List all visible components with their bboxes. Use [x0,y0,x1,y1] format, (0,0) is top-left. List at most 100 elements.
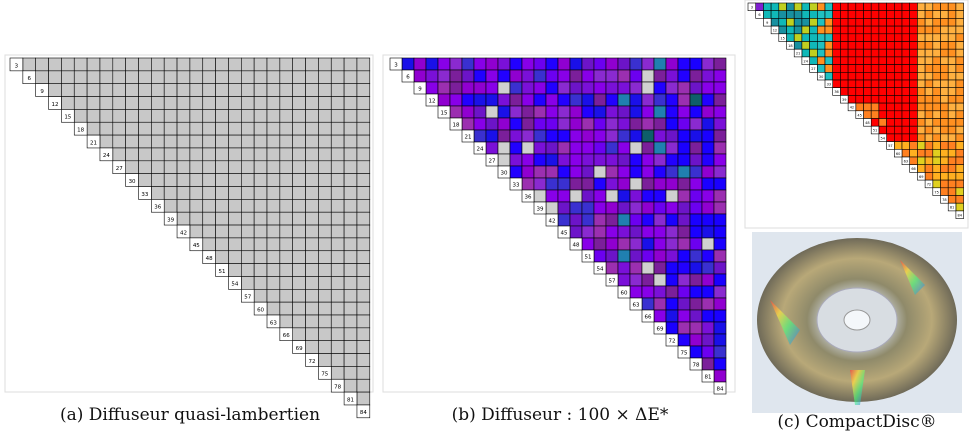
a-cell [189,147,204,162]
b-cell [605,105,619,119]
a-cell [202,121,216,136]
a-cell [73,96,88,110]
c-cell [886,87,895,96]
a-cell [292,199,306,213]
c-cell [932,48,941,58]
c-cell [917,133,926,142]
a-cell [279,173,294,187]
c-diag-cell [793,48,803,58]
a-cell [138,160,152,174]
c-cell [917,87,926,96]
diagonal-label: 51 [219,269,226,275]
a-cell [176,83,191,97]
b-cell [605,237,619,251]
c-cell [940,18,949,27]
c-cell [886,125,895,135]
b-cell [485,141,499,155]
a-cell [356,276,371,290]
b-cell [677,105,691,119]
a-cell [279,134,294,149]
a-cell [330,263,345,277]
b-diag-cell [641,309,655,323]
b-cell [545,117,559,131]
a-cell [305,134,319,149]
a-cell [61,83,75,97]
b-cell [677,165,691,179]
a-cell [343,96,358,110]
c-cell [924,41,934,50]
diagonal-label: 51 [585,255,592,261]
c-cell [940,41,949,50]
a-cell [318,147,332,162]
a-cell [343,250,358,264]
c-cell [955,125,964,135]
a-cell [292,263,306,277]
diagonal-label: 75 [934,190,938,194]
b-cell [581,225,595,239]
c-diag-cell [840,95,849,104]
b-cell [617,273,631,287]
b-cell [545,141,559,155]
diagonal-label: 63 [270,320,277,326]
b-cell [581,141,595,155]
b-cell [473,93,487,107]
c-cell [847,25,857,35]
a-cell [176,109,191,123]
c-cell [893,2,903,11]
c-cell [863,102,872,112]
c-cell [901,48,910,58]
a-cell [343,224,358,239]
a-diag-cell [279,327,294,342]
c-cell [878,33,887,42]
a-cell [292,314,306,329]
b-cell [641,273,655,287]
c-cell [947,141,957,150]
a-cell [305,301,319,316]
a-cell [86,96,101,110]
c-cell [947,72,957,81]
b-cell [653,165,667,179]
a-cell [292,327,306,342]
b-diag-cell [461,129,475,143]
a-cell [86,121,101,136]
c-cell [878,125,887,135]
a-cell [279,57,294,72]
c-cell [917,25,926,35]
c-cell [832,48,841,58]
a-cell [189,83,204,97]
a-cell [330,224,345,239]
b-cell [617,117,631,131]
b-cell [557,117,571,131]
c-cell [940,95,949,104]
a-cell [292,83,306,97]
b-cell [701,249,715,263]
c-cell [955,110,964,119]
a-cell [241,57,255,72]
b-cell [641,69,655,83]
b-cell [521,177,535,191]
c-cell [855,79,864,88]
a-cell [356,366,371,380]
b-cell [557,165,571,179]
b-cell [653,237,667,251]
b-cell [665,105,679,119]
a-cell [125,96,139,110]
a-cell [266,96,281,110]
b-cell [629,69,643,83]
a-cell [125,57,139,72]
b-cell [713,237,727,251]
c-cell [901,95,910,104]
b-cell [689,117,703,131]
c-cell [801,10,810,19]
a-cell [151,121,165,136]
c-cell [793,18,803,27]
a-cell [356,57,371,72]
a-cell [112,121,126,136]
b-cell [545,189,559,203]
b-cell [689,201,703,215]
c-cell [893,10,903,19]
c-diag-cell [878,133,887,142]
b-cell [521,117,535,131]
diagonal-label: 36 [154,205,161,211]
diagonal-label: 66 [645,315,652,321]
